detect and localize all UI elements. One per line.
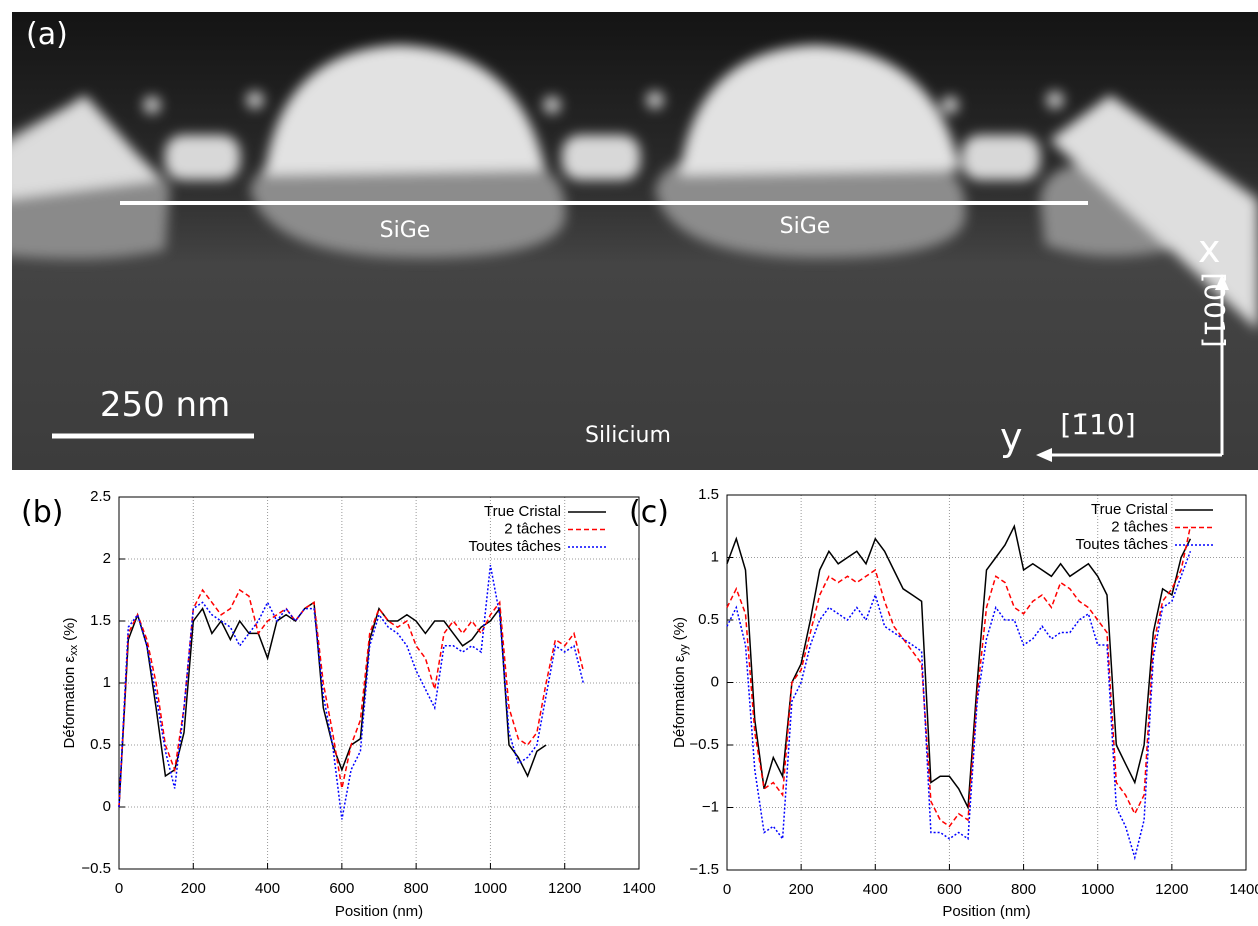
y-tick-label: 2.5 [90,488,111,505]
y-axis-label-text: Déformation ε [61,656,78,749]
y-axis-label: Déformation εyy (%) [671,617,690,748]
x-tick-label: 1400 [622,880,655,897]
y-tick-label: −0.5 [81,860,111,877]
micrograph [12,12,1258,470]
x-tick-label: 600 [937,881,962,898]
y-axis-label-unit: (%) [671,617,688,640]
scale-label: 250 nm [100,385,230,425]
y-axis-label-text: Déformation ε [671,655,688,748]
x-tick-label: 1000 [474,880,507,897]
y-tick-label: −1.5 [689,861,719,878]
y-tick-label: 1 [711,548,719,565]
region-label: SiGe [380,218,431,243]
y-tick-label: 0.5 [90,736,111,753]
region-label: Silicium [585,423,671,448]
y-tick-label: 0 [103,798,111,815]
y-tick-label: −1 [702,798,719,815]
panel-label: (c) [629,495,669,530]
series-line [726,526,1192,828]
x-tick-label: 200 [181,880,206,897]
region-label: SiGe [780,214,831,239]
y-axis-label-sub: xx [68,644,80,656]
x-axis-label: Position (nm) [335,903,423,920]
y-axis-label-sub: yy [678,644,690,656]
plot-frame [726,494,1247,871]
x-tick-label: 1200 [548,880,581,897]
x-tick-label: 1400 [1229,881,1258,898]
y-tick-label: 0.5 [698,611,719,628]
y-tick-label: 1.5 [698,486,719,503]
legend-label: Toutes tâches [468,538,561,555]
y-axis-label-unit: (%) [61,618,78,641]
legend-label: True Cristal [484,503,561,520]
x-tick-label: 1000 [1081,881,1114,898]
x-tick-label: 400 [255,880,280,897]
chart: (c) 0 200 400 600 800 1000 1200 1400 −1.5 −1 −0.5 0 0… [629,486,1258,920]
axis-y-label: y [1000,415,1023,459]
axis-x-label: x [1198,227,1221,271]
x-tick-label: 1200 [1155,881,1188,898]
series-line [118,588,585,808]
legend-label: 2 tâches [504,520,561,537]
plot-frame [118,496,640,870]
series-line [118,565,585,820]
direction-label: [1̄10] [1060,408,1135,441]
x-tick-label: 400 [863,881,888,898]
legend-label: Toutes tâches [1075,536,1168,553]
y-tick-label: 1.5 [90,612,111,629]
arrowhead [1215,274,1229,290]
x-tick-label: 0 [723,881,731,898]
y-tick-label: 2 [103,550,111,567]
direction-label: [001] [1198,272,1231,347]
series-line [118,601,547,808]
y-axis-label: Déformation εxx (%) [61,618,80,749]
x-tick-label: 600 [329,880,354,897]
legend-label: True Cristal [1091,501,1168,518]
panel-label: (b) [21,495,63,530]
y-tick-label: 0 [711,673,719,690]
series-line [726,551,1192,861]
x-axis-label: Position (nm) [942,903,1030,920]
chart: (b)0 200 400 600 800 1000 1200 1400−0.500.511.5… [21,488,656,920]
series-line [726,524,1192,811]
legend-label: 2 tâches [1111,518,1168,535]
panel-label: (a) [26,17,68,52]
arrowhead [1036,448,1052,462]
x-tick-label: 200 [789,881,814,898]
x-tick-label: 800 [404,880,429,897]
y-tick-label: 1 [103,674,111,691]
y-tick-label: −0.5 [689,736,719,753]
x-tick-label: 0 [115,880,123,897]
x-tick-label: 800 [1011,881,1036,898]
